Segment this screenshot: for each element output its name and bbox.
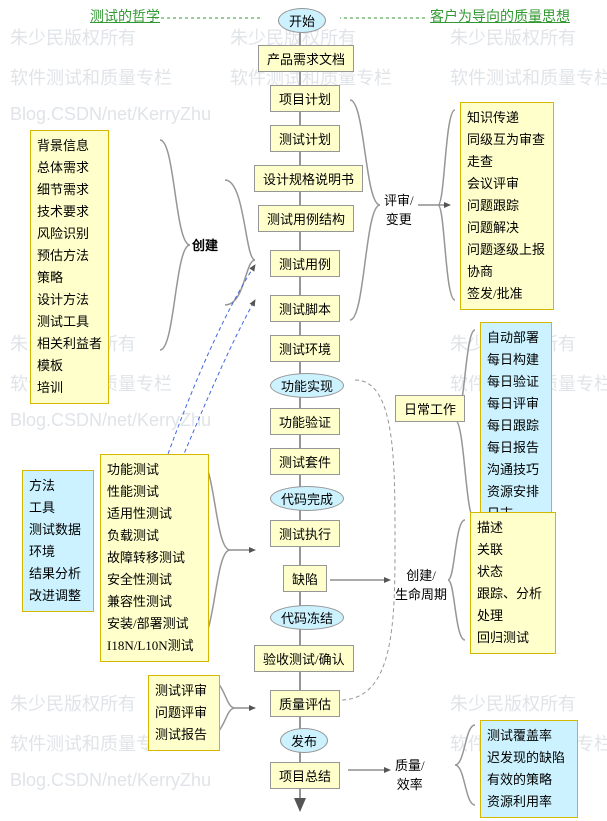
note-item: 测试数据 xyxy=(29,519,87,541)
label-create: 创建 xyxy=(192,235,218,254)
note-item: 风险识别 xyxy=(37,223,102,245)
note-item: 回归测试 xyxy=(477,627,549,649)
label-quality: 质量/ 效率 xyxy=(395,755,425,793)
note-item: 测试评审 xyxy=(155,680,213,702)
note-item: 沟通技巧 xyxy=(487,459,545,481)
note-item: 测试工具 xyxy=(37,311,102,333)
note-item: 状态 xyxy=(477,561,549,583)
note-item: 知识传递 xyxy=(467,107,547,129)
note-n7: 描述关联状态跟踪、分析处理回归测试 xyxy=(470,512,556,654)
note-item: 改进调整 xyxy=(29,585,87,607)
note-item: 每日报告 xyxy=(487,437,545,459)
note-item: 每日评审 xyxy=(487,393,545,415)
note-item: 走查 xyxy=(467,151,547,173)
note-item: 安装/部署测试 xyxy=(107,613,202,635)
note-item: 适用性测试 xyxy=(107,503,202,525)
note-n3: 功能测试性能测试适用性测试负载测试故障转移测试安全性测试兼容性测试安装/部署测试… xyxy=(100,454,209,662)
note-item: 故障转移测试 xyxy=(107,547,202,569)
note-item: 细节需求 xyxy=(37,179,102,201)
note-item: 性能测试 xyxy=(107,481,202,503)
flow-box: 验收测试/确认 xyxy=(254,645,354,672)
flow-box: 测试计划 xyxy=(270,125,340,152)
note-item: 跟踪、分析 xyxy=(477,583,549,605)
note-item: 测试覆盖率 xyxy=(487,725,571,747)
note-item: 关联 xyxy=(477,539,549,561)
label-daily: 日常工作 xyxy=(395,395,465,422)
note-item: 相关利益者 xyxy=(37,333,102,355)
title-left: 测试的哲学 xyxy=(90,6,160,26)
note-item: 描述 xyxy=(477,517,549,539)
oval-start: 开始 xyxy=(278,8,326,33)
note-item: 预估方法 xyxy=(37,245,102,267)
flow-box: 产品需求文档 xyxy=(258,45,354,72)
flow-box: 测试环境 xyxy=(270,335,340,362)
note-item: 每日跟踪 xyxy=(487,415,545,437)
flow-box: 功能验证 xyxy=(270,408,340,435)
note-item: 测试报告 xyxy=(155,724,213,746)
note-item: 资源安排 xyxy=(487,481,545,503)
flow-box: 测试用例 xyxy=(270,250,340,277)
note-item: 方法 xyxy=(29,475,87,497)
note-n5: 知识传递同级互为审查走查会议评审问题跟踪问题解决问题逐级上报协商签发/批准 xyxy=(460,102,554,310)
note-item: 安全性测试 xyxy=(107,569,202,591)
note-item: 每日验证 xyxy=(487,371,545,393)
note-n8: 测试覆盖率迟发现的缺陷有效的策略资源利用率 xyxy=(480,720,578,818)
note-item: 兼容性测试 xyxy=(107,591,202,613)
note-item: I18N/L10N测试 xyxy=(107,635,202,657)
note-item: 有效的策略 xyxy=(487,769,571,791)
note-item: 总体需求 xyxy=(37,157,102,179)
flow-box: 测试脚本 xyxy=(270,295,340,322)
note-item: 结果分析 xyxy=(29,563,87,585)
note-n2: 方法工具测试数据环境结果分析改进调整 xyxy=(22,470,94,612)
note-item: 模板 xyxy=(37,355,102,377)
note-item: 处理 xyxy=(477,605,549,627)
flow-box: 质量评估 xyxy=(270,690,340,717)
note-item: 签发/批准 xyxy=(467,283,547,305)
note-item: 负载测试 xyxy=(107,525,202,547)
note-item: 问题评审 xyxy=(155,702,213,724)
note-item: 环境 xyxy=(29,541,87,563)
note-item: 同级互为审查 xyxy=(467,129,547,151)
oval: 发布 xyxy=(280,728,328,753)
label-lifecycle: 创建/ 生命周期 xyxy=(395,565,447,603)
note-item: 设计方法 xyxy=(37,289,102,311)
note-item: 工具 xyxy=(29,497,87,519)
note-n6: 自动部署每日构建每日验证每日评审每日跟踪每日报告沟通技巧资源安排日志 xyxy=(480,322,552,530)
note-n1: 背景信息总体需求细节需求技术要求风险识别预估方法策略设计方法测试工具相关利益者模… xyxy=(30,130,109,404)
title-right: 客户为导向的质量思想 xyxy=(430,6,570,26)
note-item: 策略 xyxy=(37,267,102,289)
flow-box: 测试执行 xyxy=(270,520,340,547)
oval: 代码冻结 xyxy=(270,605,344,630)
note-item: 资源利用率 xyxy=(487,791,571,813)
note-item: 培训 xyxy=(37,377,102,399)
note-item: 技术要求 xyxy=(37,201,102,223)
oval: 功能实现 xyxy=(270,373,344,398)
note-item: 问题解决 xyxy=(467,217,547,239)
flow-box: 设计规格说明书 xyxy=(254,165,363,192)
flow-box: 项目总结 xyxy=(270,762,340,789)
note-item: 问题跟踪 xyxy=(467,195,547,217)
label-review: 评审/ 变更 xyxy=(384,190,414,228)
flow-box: 测试套件 xyxy=(270,448,340,475)
flow-box: 缺陷 xyxy=(283,565,327,592)
note-item: 协商 xyxy=(467,261,547,283)
note-item: 功能测试 xyxy=(107,459,202,481)
note-item: 问题逐级上报 xyxy=(467,239,547,261)
note-item: 背景信息 xyxy=(37,135,102,157)
note-item: 迟发现的缺陷 xyxy=(487,747,571,769)
flow-box: 项目计划 xyxy=(270,85,340,112)
note-n4: 测试评审问题评审测试报告 xyxy=(148,675,220,751)
flow-box: 测试用例结构 xyxy=(258,205,354,232)
note-item: 自动部署 xyxy=(487,327,545,349)
note-item: 每日构建 xyxy=(487,349,545,371)
note-item: 会议评审 xyxy=(467,173,547,195)
oval: 代码完成 xyxy=(270,486,344,511)
